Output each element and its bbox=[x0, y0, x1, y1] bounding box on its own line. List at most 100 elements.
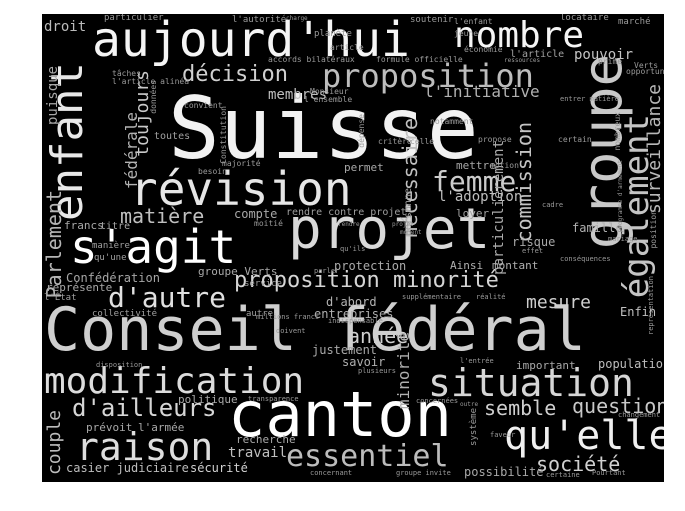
cloud-word: représentation bbox=[647, 276, 655, 336]
cloud-word: opportunité bbox=[626, 67, 664, 76]
cloud-word: politique bbox=[178, 393, 238, 406]
cloud-word: l'ensemble bbox=[304, 95, 353, 104]
cloud-word: Pourtant bbox=[592, 469, 626, 477]
cloud-word: particulier bbox=[104, 14, 164, 23]
cloud-word: moitié bbox=[254, 219, 283, 228]
cloud-word: certain bbox=[558, 135, 592, 144]
cloud-word: travail bbox=[228, 445, 288, 461]
cloud-word: Confédération bbox=[66, 271, 160, 285]
cloud-word: prévoit bbox=[86, 421, 133, 434]
cloud-word: l'État bbox=[44, 293, 77, 303]
cloud-word: surveillance bbox=[644, 84, 664, 215]
word-cloud: Suisse Conseil fédéral canton aujourd'hu… bbox=[42, 14, 664, 482]
cloud-word: société bbox=[536, 452, 621, 476]
cloud-word: entreprises bbox=[314, 307, 394, 321]
cloud-word: économie bbox=[464, 45, 503, 54]
cloud-word: conséquences bbox=[560, 255, 611, 263]
cloud-word: modification bbox=[44, 361, 305, 402]
cloud-word: l'article alinéa bbox=[112, 77, 190, 86]
cloud-word: décision bbox=[182, 62, 288, 87]
cloud-word: couple bbox=[44, 410, 65, 476]
cloud-word: s'agit bbox=[70, 220, 237, 274]
cloud-word: pouvoir bbox=[574, 47, 634, 63]
cloud-word: moment bbox=[400, 229, 422, 236]
cloud-word: puisque bbox=[45, 66, 61, 126]
cloud-word: cadre bbox=[542, 201, 564, 209]
cloud-word: collectivité bbox=[92, 309, 158, 319]
cloud-word: Suisse bbox=[168, 79, 479, 179]
cloud-word: francs bbox=[64, 219, 104, 232]
cloud-word: l'initiative bbox=[424, 82, 540, 101]
cloud-word: accords bilatéraux bbox=[268, 55, 355, 64]
cloud-word: millions francs bbox=[256, 313, 320, 321]
cloud-word: l'enfant bbox=[454, 17, 493, 26]
cloud-word: révision bbox=[130, 162, 352, 216]
cloud-word: possibilité bbox=[464, 465, 544, 479]
cloud-word: projet bbox=[392, 221, 414, 228]
cloud-word: charge bbox=[286, 15, 308, 22]
cloud-word: l'article bbox=[510, 49, 565, 60]
cloud-word: Ainsi bbox=[450, 259, 484, 272]
cloud-word: qu'elle bbox=[504, 413, 664, 459]
cloud-word: l'adoption bbox=[438, 189, 523, 205]
cloud-word: mettre bbox=[456, 159, 496, 172]
cloud-word: proposition bbox=[322, 57, 534, 95]
cloud-word: montant bbox=[492, 259, 539, 272]
cloud-word: réalité bbox=[476, 293, 506, 301]
cloud-word: représente bbox=[46, 281, 113, 294]
cloud-word: famille bbox=[572, 221, 623, 235]
cloud-word: Constitution bbox=[219, 106, 228, 164]
cloud-word: effet bbox=[522, 247, 544, 255]
cloud-word: planète bbox=[314, 29, 352, 39]
cloud-word: mariage bbox=[608, 235, 638, 243]
cloud-word: commission bbox=[512, 122, 536, 243]
cloud-word: transparence bbox=[248, 395, 299, 403]
cloud-word: protection bbox=[334, 259, 407, 273]
cloud-word: d'abord bbox=[326, 295, 377, 309]
cloud-word: autre bbox=[246, 309, 274, 319]
cloud-word: Monsieur bbox=[310, 87, 349, 96]
cloud-word: besoin bbox=[198, 167, 227, 176]
cloud-word: titre bbox=[100, 221, 131, 232]
cloud-word: celle bbox=[410, 137, 435, 146]
cloud-word: certaine bbox=[546, 471, 580, 479]
cloud-word: qu'une bbox=[94, 253, 127, 263]
cloud-word: loyer bbox=[456, 207, 490, 220]
cloud-word: droit bbox=[44, 19, 87, 35]
cloud-word: entrer matière bbox=[560, 95, 620, 103]
cloud-word: fédérale bbox=[122, 112, 141, 190]
cloud-word: d'ailleurs bbox=[72, 394, 217, 422]
cloud-word: motion bbox=[490, 161, 519, 170]
cloud-word: justement bbox=[312, 343, 378, 357]
cloud-word: tâches bbox=[112, 69, 141, 78]
cloud-word: d'autre bbox=[108, 281, 227, 314]
cloud-word: essentiel bbox=[286, 439, 449, 474]
cloud-word: parler bbox=[314, 267, 340, 275]
cloud-word: sécurité bbox=[190, 461, 248, 475]
cloud-word: programme d'armement bbox=[617, 160, 624, 233]
cloud-word: concernées bbox=[416, 397, 459, 405]
cloud-word: projet bbox=[288, 197, 491, 262]
cloud-word: dépense bbox=[357, 114, 366, 148]
cloud-word: Enfin bbox=[620, 305, 657, 319]
cloud-word: l'autorité bbox=[232, 15, 287, 25]
cloud-word: majorité bbox=[222, 159, 261, 168]
cloud-word: canton bbox=[228, 378, 452, 451]
cloud-word: jeune bbox=[454, 29, 479, 38]
cloud-word: risque bbox=[512, 235, 556, 249]
cloud-word: l'entrée bbox=[460, 357, 494, 365]
cloud-word: ressources bbox=[504, 57, 541, 64]
cloud-word: groupe invite bbox=[396, 469, 451, 477]
cloud-word: nombre bbox=[454, 15, 585, 56]
cloud-word: doivent bbox=[276, 327, 306, 335]
cloud-word: savoir bbox=[342, 355, 386, 369]
cloud-word: population bbox=[598, 357, 664, 371]
cloud-word: casier judiciaire bbox=[66, 461, 189, 475]
cloud-word: faveur bbox=[490, 431, 516, 439]
cloud-word: rendre bbox=[338, 221, 360, 228]
cloud-word: qu'ils bbox=[340, 245, 366, 253]
cloud-word: nombreux bbox=[613, 112, 622, 151]
cloud-word: position bbox=[649, 210, 658, 249]
cloud-word: prime bbox=[598, 57, 623, 66]
cloud-word: changement bbox=[618, 411, 661, 419]
